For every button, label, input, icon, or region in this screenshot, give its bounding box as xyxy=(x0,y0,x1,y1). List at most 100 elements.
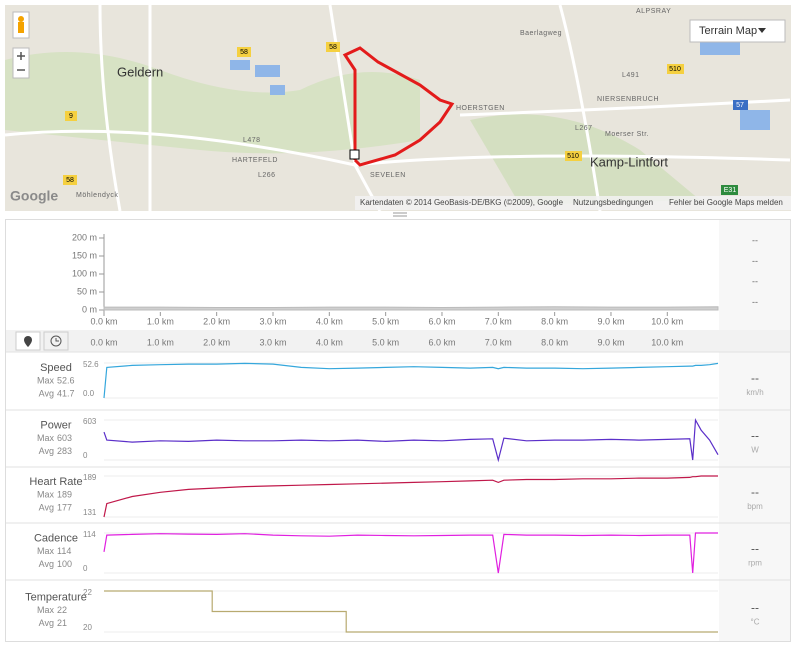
stat-name: Max xyxy=(37,605,55,615)
readout: -- xyxy=(751,429,759,443)
stat-value: 177 xyxy=(57,502,72,512)
metric-line xyxy=(104,590,718,633)
report-link[interactable]: Fehler bei Google Maps melden xyxy=(669,198,783,207)
x-tick-label: 1.0 km xyxy=(147,337,174,347)
x-tick-label: 9.0 km xyxy=(597,337,624,347)
dropdown-arrow xyxy=(758,28,766,33)
stat-value: 114 xyxy=(57,546,71,556)
stat-name: Max xyxy=(37,489,55,499)
unit: rpm xyxy=(748,559,762,568)
y-tick-label: 0.0 xyxy=(83,389,95,398)
readout: -- xyxy=(751,542,759,556)
stat-value: 41.7 xyxy=(57,388,75,398)
readout: -- xyxy=(751,485,759,499)
map-type-button[interactable] xyxy=(689,19,786,43)
x-tick-label: 9.0 km xyxy=(597,316,624,326)
readout: -- xyxy=(751,371,759,385)
attribution: Kartendaten © 2014 GeoBasis-DE/BKG (©200… xyxy=(360,198,564,207)
stat-name: Avg xyxy=(39,618,54,628)
stat-name: Avg xyxy=(39,388,54,398)
place-label: HARTEFELD xyxy=(232,157,278,164)
stat-value: 603 xyxy=(57,433,72,443)
x-tick-label: 8.0 km xyxy=(541,337,568,347)
metric-line xyxy=(103,362,719,399)
x-tick-label: 0.0 km xyxy=(90,337,117,347)
road-label: L267 xyxy=(575,125,593,132)
road-label: L478 xyxy=(243,137,261,144)
stat-value: 189 xyxy=(57,489,72,499)
x-tick-label: 5.0 km xyxy=(372,316,399,326)
map[interactable]: Geldern Kamp-Lintfort HOERSTGEN HARTEFEL… xyxy=(4,4,791,212)
metric-name: Power xyxy=(40,419,72,431)
stat-value: 100 xyxy=(57,559,72,569)
place-label: NIERSENBRUCH xyxy=(597,96,659,103)
unit: °C xyxy=(751,618,760,627)
readout-column xyxy=(719,220,790,641)
pin-icon xyxy=(24,336,32,347)
pegman-icon xyxy=(18,22,24,33)
street-label: Baerlagweg xyxy=(520,30,562,37)
road-shields: 58 58 510 510 9 57 58 E31 xyxy=(63,42,748,195)
x-tick-label: 3.0 km xyxy=(259,316,286,326)
toolbar xyxy=(6,330,790,352)
readout: -- xyxy=(752,297,758,307)
unit: bpm xyxy=(747,502,763,511)
street-label: Moerser Str. xyxy=(605,131,649,138)
place-label: SEVELEN xyxy=(370,172,406,179)
road-shield: 57 xyxy=(736,102,744,109)
y-tick-label: 20 xyxy=(83,623,92,632)
x-tick-label: 3.0 km xyxy=(259,337,286,347)
unit: km/h xyxy=(746,388,763,397)
y-tick-label: 131 xyxy=(83,508,97,517)
x-tick-label: 8.0 km xyxy=(541,316,568,326)
road-shield: 510 xyxy=(567,153,579,160)
map-logo: Google xyxy=(10,188,58,204)
x-tick-label: 6.0 km xyxy=(428,316,455,326)
x-tick-label: 2.0 km xyxy=(203,337,230,347)
readout: -- xyxy=(752,256,758,266)
y-tick-label: 189 xyxy=(83,473,97,482)
zoom-in[interactable] xyxy=(17,52,25,60)
readout: -- xyxy=(751,601,759,615)
y-tick-label: 603 xyxy=(83,417,97,426)
x-tick-label: 2.0 km xyxy=(203,316,230,326)
road-label: L266 xyxy=(258,172,276,179)
road-shield: E31 xyxy=(724,187,737,194)
metric-line xyxy=(103,532,718,574)
place-label: HOERSTGEN xyxy=(456,105,505,112)
resize-handle[interactable] xyxy=(393,212,407,217)
stat-value: 283 xyxy=(57,446,72,456)
metric-name: Heart Rate xyxy=(29,476,82,488)
road-shield: 58 xyxy=(240,49,248,56)
place-label: ALPSRAY xyxy=(636,8,671,15)
stat-name: Avg xyxy=(39,559,54,569)
metric-line xyxy=(103,475,718,518)
metric-name: Speed xyxy=(40,362,72,374)
finish-flag xyxy=(349,149,360,160)
clock-hands xyxy=(55,338,59,342)
stat-name: Max xyxy=(37,433,55,443)
metric-line xyxy=(103,417,719,463)
map-type-label: Terrain Map xyxy=(699,25,757,37)
x-tick-label: 7.0 km xyxy=(485,316,512,326)
street-label: Möhlendyck xyxy=(76,192,118,199)
place-label: Geldern xyxy=(117,64,163,79)
x-tick-label: 7.0 km xyxy=(485,337,512,347)
clock-icon xyxy=(50,335,62,347)
pegman-icon xyxy=(18,16,24,22)
x-tick-label: 5.0 km xyxy=(372,337,399,347)
road-shield: 58 xyxy=(66,177,74,184)
road-shield: 58 xyxy=(329,44,337,51)
y-tick-label: 0 xyxy=(83,564,88,573)
stat-name: Max xyxy=(37,546,55,556)
attribution-bar xyxy=(355,196,791,210)
terms-link[interactable]: Nutzungsbedingungen xyxy=(573,198,653,207)
stat-name: Avg xyxy=(39,446,54,456)
readout: -- xyxy=(752,276,758,286)
x-tick-label: 10.0 km xyxy=(651,316,683,326)
x-tick-label: 10.0 km xyxy=(651,337,683,347)
route xyxy=(342,46,455,167)
road-shield: 510 xyxy=(669,66,681,73)
y-tick-label: 0 m xyxy=(82,304,97,314)
